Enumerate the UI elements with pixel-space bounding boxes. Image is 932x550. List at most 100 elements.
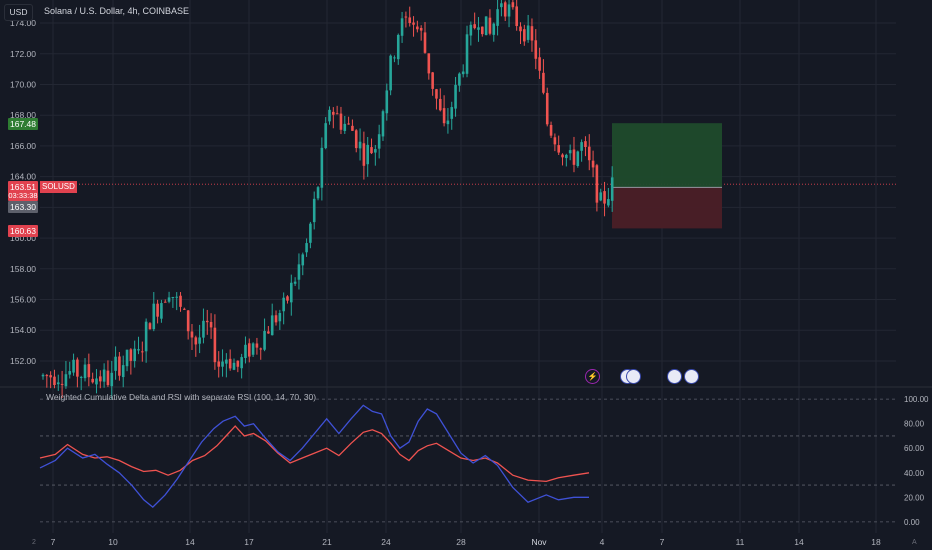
candle-body — [484, 16, 488, 36]
candle-body — [225, 359, 228, 364]
candle-body — [102, 369, 106, 382]
us-flag-event-icon[interactable] — [667, 369, 682, 384]
candle-body — [530, 26, 534, 41]
candle-body — [404, 16, 408, 18]
candle-body — [156, 303, 159, 317]
time-tick-label: 28 — [456, 537, 466, 547]
candle-body — [607, 199, 610, 206]
candle-body — [427, 53, 431, 74]
indicator-tick-label: 20.00 — [904, 493, 925, 502]
candle-body — [481, 26, 484, 35]
candle-body — [68, 371, 72, 375]
us-flag-event-icon[interactable] — [684, 369, 699, 384]
candle-body — [465, 34, 469, 74]
candle-body — [469, 24, 473, 36]
indicator-tick-label: 60.00 — [904, 444, 925, 453]
candle-body — [423, 32, 427, 53]
time-tick-label: 11 — [736, 537, 745, 547]
candle-body — [393, 57, 396, 59]
time-tick-label: 14 — [185, 537, 195, 547]
candle-body — [488, 17, 492, 34]
corner-right-label[interactable]: A — [912, 539, 917, 546]
time-tick-label: 7 — [51, 537, 56, 547]
candle-body — [278, 313, 282, 322]
candle-body — [290, 282, 293, 303]
candle-body — [519, 26, 522, 32]
candle-body — [587, 146, 591, 161]
flash-event-icon[interactable]: ⚡ — [585, 369, 600, 384]
price-tick-label: 152.00 — [10, 356, 36, 366]
currency-button[interactable]: USD — [4, 4, 33, 21]
time-axis[interactable]: 7 10 14 17 21 24 28 Nov 4 7 11 14 18 — [51, 537, 881, 547]
corner-left-label[interactable]: 2 — [32, 539, 36, 546]
candle-body — [435, 89, 438, 99]
candle-body — [255, 343, 259, 348]
indicator-series-line — [39, 404, 589, 508]
position-tool[interactable] — [612, 123, 722, 229]
candle-body — [503, 2, 507, 17]
time-tick-label: 14 — [794, 537, 804, 547]
symbol-tag: SOLUSD — [40, 181, 77, 193]
candle-body — [236, 360, 240, 367]
candle-body — [515, 6, 518, 27]
price-tick-label: 164.00 — [10, 172, 36, 182]
candle-body — [72, 359, 75, 373]
candle-body — [144, 321, 148, 352]
candle-body — [106, 370, 110, 386]
us-flag-event-icon[interactable] — [626, 369, 641, 384]
candle-body — [251, 343, 255, 355]
candle-body — [458, 73, 461, 86]
candle-body — [385, 90, 389, 114]
candle-body — [163, 301, 167, 303]
candle-body — [370, 147, 373, 154]
profit-zone[interactable] — [612, 123, 722, 188]
entry-price-badge: 163.30 — [8, 201, 38, 213]
candle-body — [389, 55, 392, 91]
candle-body — [320, 147, 324, 188]
candle-body — [247, 343, 251, 357]
candle-body — [351, 125, 354, 131]
time-tick-label: 24 — [381, 537, 391, 547]
candle-body — [240, 357, 243, 369]
candle-body — [228, 358, 232, 369]
candle-body — [561, 154, 564, 158]
candle-body — [175, 296, 178, 298]
candle-body — [545, 92, 549, 125]
candle-body — [60, 383, 64, 385]
candle-body — [438, 98, 442, 111]
candle-body — [523, 29, 526, 42]
candle-body — [152, 303, 156, 330]
candle-body — [217, 361, 221, 367]
candle-body — [312, 198, 316, 223]
candle-body — [221, 361, 224, 367]
candle-body — [576, 151, 580, 167]
indicator-title: Weighted Cumulative Delta and RSI with s… — [46, 392, 317, 402]
candle-body — [507, 4, 511, 17]
price-axis[interactable]: 152.00154.00156.00158.00160.00162.00164.… — [10, 18, 36, 366]
candle-body — [198, 337, 201, 344]
candle-body — [339, 113, 343, 130]
candle-body — [610, 177, 614, 201]
candle-body — [473, 24, 476, 29]
candle-body — [343, 123, 347, 131]
candle-body — [396, 34, 400, 60]
candle-body — [580, 142, 583, 151]
candle-body — [496, 9, 499, 26]
candle-body — [274, 315, 278, 323]
candle-body — [446, 120, 450, 125]
candle-body — [263, 330, 266, 350]
indicator-pane[interactable]: 0.00 20.00 40.00 60.00 80.00 100.00 — [39, 395, 929, 527]
candle-body — [194, 337, 198, 345]
indicator-tick-label: 40.00 — [904, 469, 925, 478]
candle-body — [118, 356, 121, 376]
loss-zone[interactable] — [612, 187, 722, 229]
candle-body — [202, 320, 205, 338]
candle-body — [259, 348, 263, 350]
candle-body — [179, 295, 182, 307]
candle-body — [565, 154, 568, 159]
candle-body — [454, 84, 457, 109]
candle-body — [125, 349, 129, 367]
candle-body — [549, 124, 553, 136]
